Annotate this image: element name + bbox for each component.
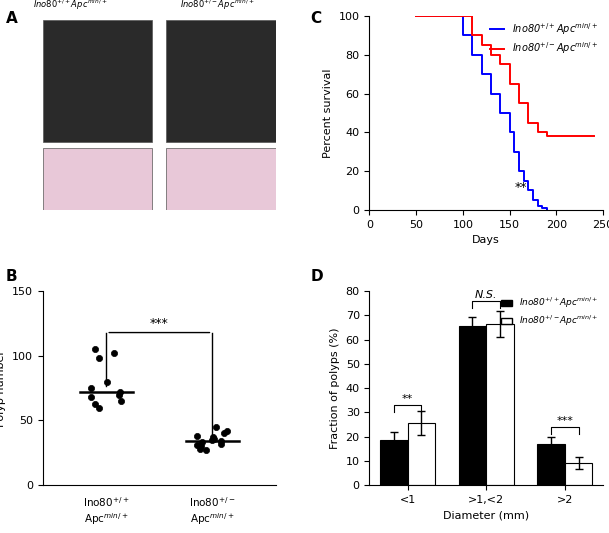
- Bar: [43, 148, 152, 210]
- Point: [90, 345, 100, 353]
- Point: [208, 433, 218, 441]
- Point: [209, 434, 219, 443]
- Legend: Ino80$^{+/+}$Apc$^{min/+}$, Ino80$^{+/-}$Apc$^{min/+}$: Ino80$^{+/+}$Apc$^{min/+}$, Ino80$^{+/-}…: [490, 21, 598, 56]
- Point: [211, 423, 220, 431]
- Bar: [537, 444, 565, 485]
- Point: [216, 437, 226, 446]
- Text: B: B: [6, 269, 18, 284]
- Point: [222, 426, 231, 435]
- Text: N.S.: N.S.: [475, 290, 498, 300]
- Text: ***: ***: [557, 416, 573, 426]
- Text: **: **: [515, 181, 527, 195]
- Point: [216, 439, 226, 448]
- Text: A: A: [6, 11, 18, 26]
- Point: [102, 377, 112, 386]
- Point: [94, 403, 104, 412]
- Text: $Ino80^{+/+}Apc^{min/+}$: $Ino80^{+/+}Apc^{min/+}$: [33, 0, 108, 12]
- Point: [86, 393, 96, 401]
- X-axis label: Days: Days: [473, 235, 500, 245]
- Point: [202, 446, 211, 455]
- Point: [219, 429, 228, 438]
- Y-axis label: Polyp number: Polyp number: [0, 350, 6, 426]
- Point: [114, 387, 124, 396]
- Point: [196, 442, 206, 450]
- Text: **: **: [402, 394, 414, 405]
- Point: [192, 432, 202, 440]
- Point: [192, 441, 202, 449]
- Bar: [380, 440, 407, 485]
- Point: [86, 384, 96, 392]
- Bar: [166, 148, 276, 210]
- Text: ***: ***: [150, 317, 169, 330]
- Y-axis label: Fraction of polyps (%): Fraction of polyps (%): [330, 327, 340, 449]
- Bar: [407, 423, 435, 485]
- Text: D: D: [311, 269, 323, 284]
- Point: [195, 445, 205, 453]
- Y-axis label: Percent survival: Percent survival: [323, 68, 333, 158]
- Bar: [43, 20, 152, 142]
- Point: [114, 390, 124, 399]
- Point: [207, 435, 217, 444]
- Bar: [486, 324, 514, 485]
- Point: [109, 349, 119, 358]
- Bar: [459, 326, 486, 485]
- X-axis label: Diameter (mm): Diameter (mm): [443, 510, 529, 520]
- Point: [90, 399, 100, 408]
- Text: C: C: [311, 11, 322, 26]
- Bar: [565, 463, 593, 485]
- Point: [116, 397, 125, 405]
- Point: [197, 438, 206, 447]
- Legend: Ino80$^{+/+}$Apc$^{min/+}$, Ino80$^{+/-}$Apc$^{min/+}$: Ino80$^{+/+}$Apc$^{min/+}$, Ino80$^{+/-}…: [501, 296, 599, 328]
- Text: $Ino80^{+/-}Apc^{min/+}$: $Ino80^{+/-}Apc^{min/+}$: [180, 0, 255, 12]
- Bar: [166, 20, 276, 142]
- Point: [94, 354, 104, 362]
